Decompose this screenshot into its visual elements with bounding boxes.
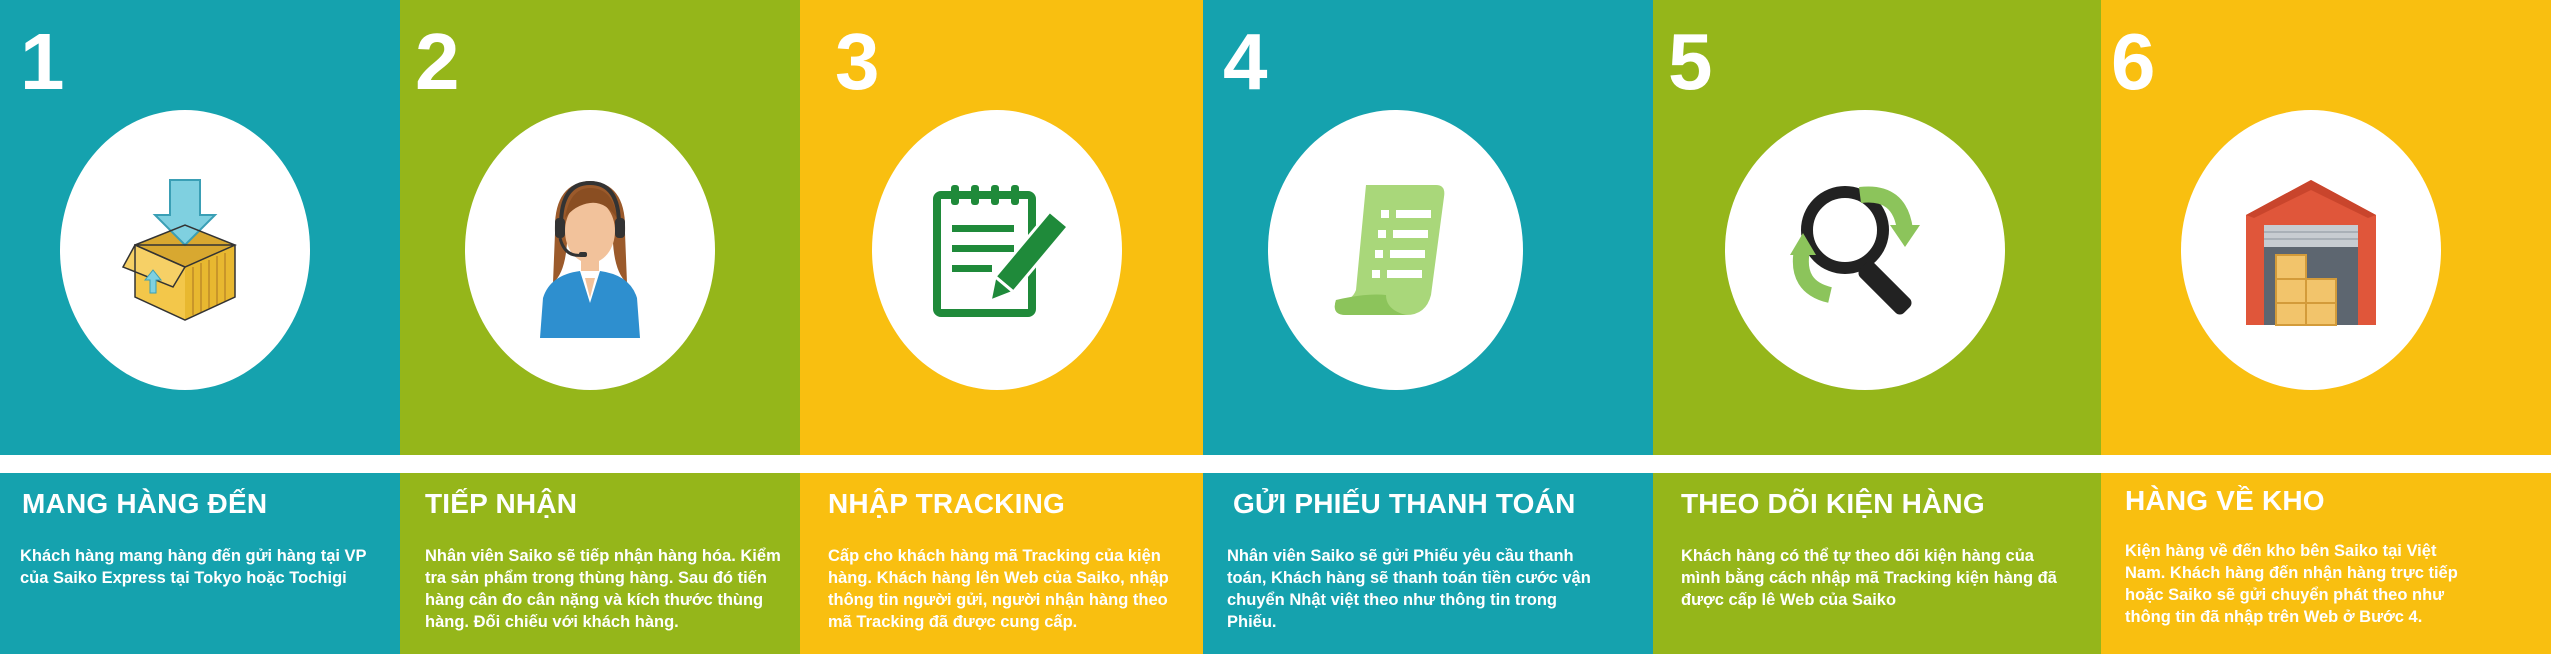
step-description: Khách hàng có thể tự theo dõi kiện hàng …: [1681, 547, 2057, 609]
step-title: MANG HÀNG ĐẾN: [22, 488, 268, 519]
step-panel-2: 2 TIẾP NHẬN Nhân: [400, 0, 800, 654]
step-number: 6: [2111, 17, 2156, 106]
step-number: 2: [415, 17, 460, 106]
step-number: 5: [1668, 17, 1713, 106]
icon-circle: [872, 110, 1122, 390]
step-description: Nhân viên Saiko sẽ gửi Phiếu yêu cầu tha…: [1227, 547, 1591, 631]
step-title: HÀNG VỀ KHO: [2125, 485, 2325, 516]
step-panel-4: 4 GỬI PHIẾU THANH TOÁN Nhân viên Saiko s…: [1203, 0, 1653, 654]
step-description: Khách hàng mang hàng đến gửi hàng tại VP…: [20, 547, 367, 587]
icon-circle: [2181, 110, 2441, 390]
receipt-scroll-icon: [1326, 175, 1466, 325]
step-panel-3: 3 NHẬP TRACKING: [800, 0, 1203, 654]
step-title: THEO DÕI KIỆN HÀNG: [1681, 488, 1985, 519]
support-agent-icon: [535, 163, 645, 338]
step-number: 3: [835, 17, 880, 106]
package-arrow-icon: [115, 175, 255, 325]
step-description: Kiện hàng về đến kho bên Saiko tại Việt …: [2125, 542, 2458, 626]
step-title: TIẾP NHẬN: [425, 488, 578, 519]
step-number: 4: [1223, 17, 1268, 106]
step-description: Nhân viên Saiko sẽ tiếp nhận hàng hóa. K…: [425, 547, 781, 631]
icon-circle: [60, 110, 310, 390]
magnifier-refresh-icon: [1790, 175, 1940, 325]
step-panel-5: 5 THEO DÕI KIỆN HÀNG Khách hàng có thể t…: [1653, 0, 2101, 654]
icon-circle: [1268, 110, 1523, 390]
step-number: 1: [20, 17, 65, 106]
notepad-pencil-icon: [927, 180, 1067, 320]
step-panel-6: 6 HÀNG VỀ KHO K: [2101, 0, 2551, 654]
step-title: GỬI PHIẾU THANH TOÁN: [1233, 488, 1576, 519]
step-panel-1: 1 MANG HÀNG ĐẾN: [0, 0, 400, 654]
icon-circle: [1725, 110, 2005, 390]
step-description: Cấp cho khách hàng mã Tracking của kiện …: [828, 547, 1169, 631]
warehouse-icon: [2236, 170, 2386, 330]
icon-circle: [465, 110, 715, 390]
step-title: NHẬP TRACKING: [828, 488, 1065, 519]
